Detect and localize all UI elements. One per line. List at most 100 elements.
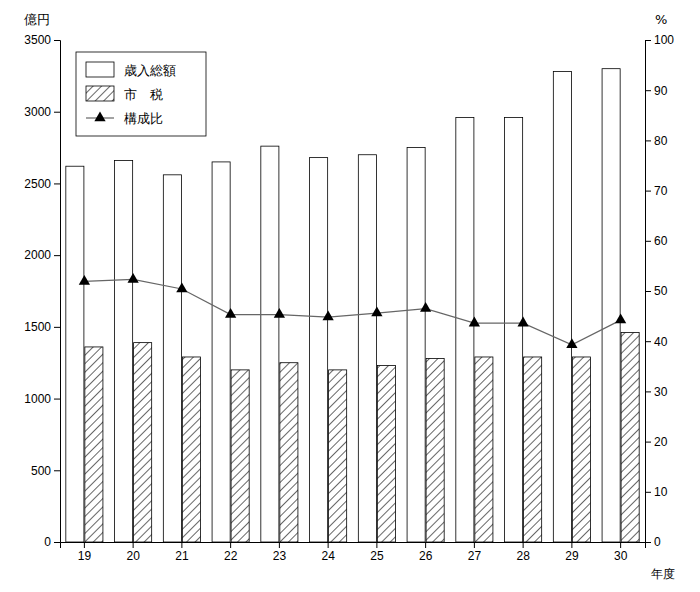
tick-mark [425, 542, 426, 548]
tick: 10 [645, 485, 668, 499]
tick: 19 [78, 542, 92, 563]
bar [134, 343, 152, 542]
tick: 60 [645, 234, 668, 248]
tick-label: 2000 [24, 248, 51, 262]
tick-mark [54, 327, 60, 328]
tick-mark [645, 442, 651, 443]
tick-label: 40 [654, 335, 668, 349]
tick-mark [645, 241, 651, 242]
bar [621, 333, 639, 542]
x-axis: 192021222324252627282930 [61, 542, 646, 563]
tick: 100 [645, 33, 674, 47]
tick-label: 30 [614, 549, 628, 563]
tick: 20 [645, 435, 668, 449]
tick-label: 22 [224, 549, 238, 563]
legend-item: 構成比 [86, 111, 163, 126]
tick-label: 19 [78, 549, 92, 563]
marker [566, 338, 577, 348]
bar [426, 358, 444, 542]
tick-label: 20 [126, 549, 140, 563]
marker [469, 317, 480, 327]
bar [261, 146, 279, 542]
tick-mark [279, 542, 280, 548]
tick-mark [181, 542, 182, 548]
tick: 3500 [24, 33, 60, 47]
bar [505, 117, 523, 542]
bar [407, 148, 425, 542]
tick: 25 [370, 542, 384, 563]
bar [475, 357, 493, 542]
tick: 0 [645, 535, 661, 549]
tick: 29 [565, 542, 579, 563]
tick-mark [645, 391, 651, 392]
tick-mark [645, 291, 651, 292]
tick-mark [645, 191, 651, 192]
tick: 500 [31, 464, 60, 478]
tick-label: 60 [654, 234, 668, 248]
tick-label: 2500 [24, 177, 51, 191]
tick-label: 80 [654, 134, 668, 148]
tick-label: 1500 [24, 320, 51, 334]
tick: 2000 [24, 248, 60, 262]
bar [310, 158, 328, 542]
tick-mark [54, 470, 60, 471]
tick-mark [54, 112, 60, 113]
tick-mark [645, 90, 651, 91]
legend: 歳入総額市 税構成比 [76, 52, 206, 136]
tick-mark [645, 140, 651, 141]
tick-label: 28 [516, 549, 530, 563]
tick-label: 70 [654, 184, 668, 198]
tick-mark [230, 542, 231, 548]
tick-label: 10 [654, 485, 668, 499]
marker [176, 282, 187, 292]
bar-series [85, 333, 639, 542]
legend-marker [94, 111, 105, 121]
marker [225, 308, 236, 318]
tick: 28 [516, 542, 530, 563]
marker [79, 275, 90, 285]
tick: 2500 [24, 177, 60, 191]
tick-label: 500 [31, 464, 51, 478]
bar [358, 155, 376, 542]
tick-mark [571, 542, 572, 548]
marker [127, 273, 138, 283]
chart: 1920212223242526272829300500100015002000… [0, 0, 700, 592]
bar [602, 69, 620, 542]
marker [371, 307, 382, 317]
legend-swatch [86, 62, 114, 77]
tick: 20 [126, 542, 140, 563]
tick-label: 21 [175, 549, 189, 563]
tick: 30 [614, 542, 628, 563]
y2-axis-title: % [655, 12, 667, 27]
tick-label: 100 [654, 33, 674, 47]
line [84, 279, 620, 344]
tick-label: 3500 [24, 33, 51, 47]
tick-label: 0 [654, 535, 661, 549]
tick-label: 90 [654, 84, 668, 98]
tick: 24 [321, 542, 335, 563]
bar [572, 357, 590, 542]
tick: 21 [175, 542, 189, 563]
legend-swatch [86, 86, 114, 101]
legend-item: 市 税 [86, 86, 163, 102]
tick: 0 [44, 535, 60, 549]
tick-mark [54, 542, 60, 543]
tick: 40 [645, 335, 668, 349]
tick-mark [376, 542, 377, 548]
tick-mark [645, 40, 651, 41]
y-axis: 0500100015002000250030003500 [24, 33, 60, 549]
marker [322, 311, 333, 321]
bar [182, 357, 200, 542]
tick: 90 [645, 84, 668, 98]
bar [115, 160, 133, 542]
tick: 22 [224, 542, 238, 563]
bar [212, 162, 230, 542]
bar-series [66, 69, 620, 542]
tick-label: 20 [654, 435, 668, 449]
tick-mark [645, 492, 651, 493]
axis-line [646, 41, 652, 543]
bar [377, 366, 395, 542]
bar [553, 72, 571, 542]
axis-line [54, 41, 61, 543]
tick-label: 3000 [24, 105, 51, 119]
